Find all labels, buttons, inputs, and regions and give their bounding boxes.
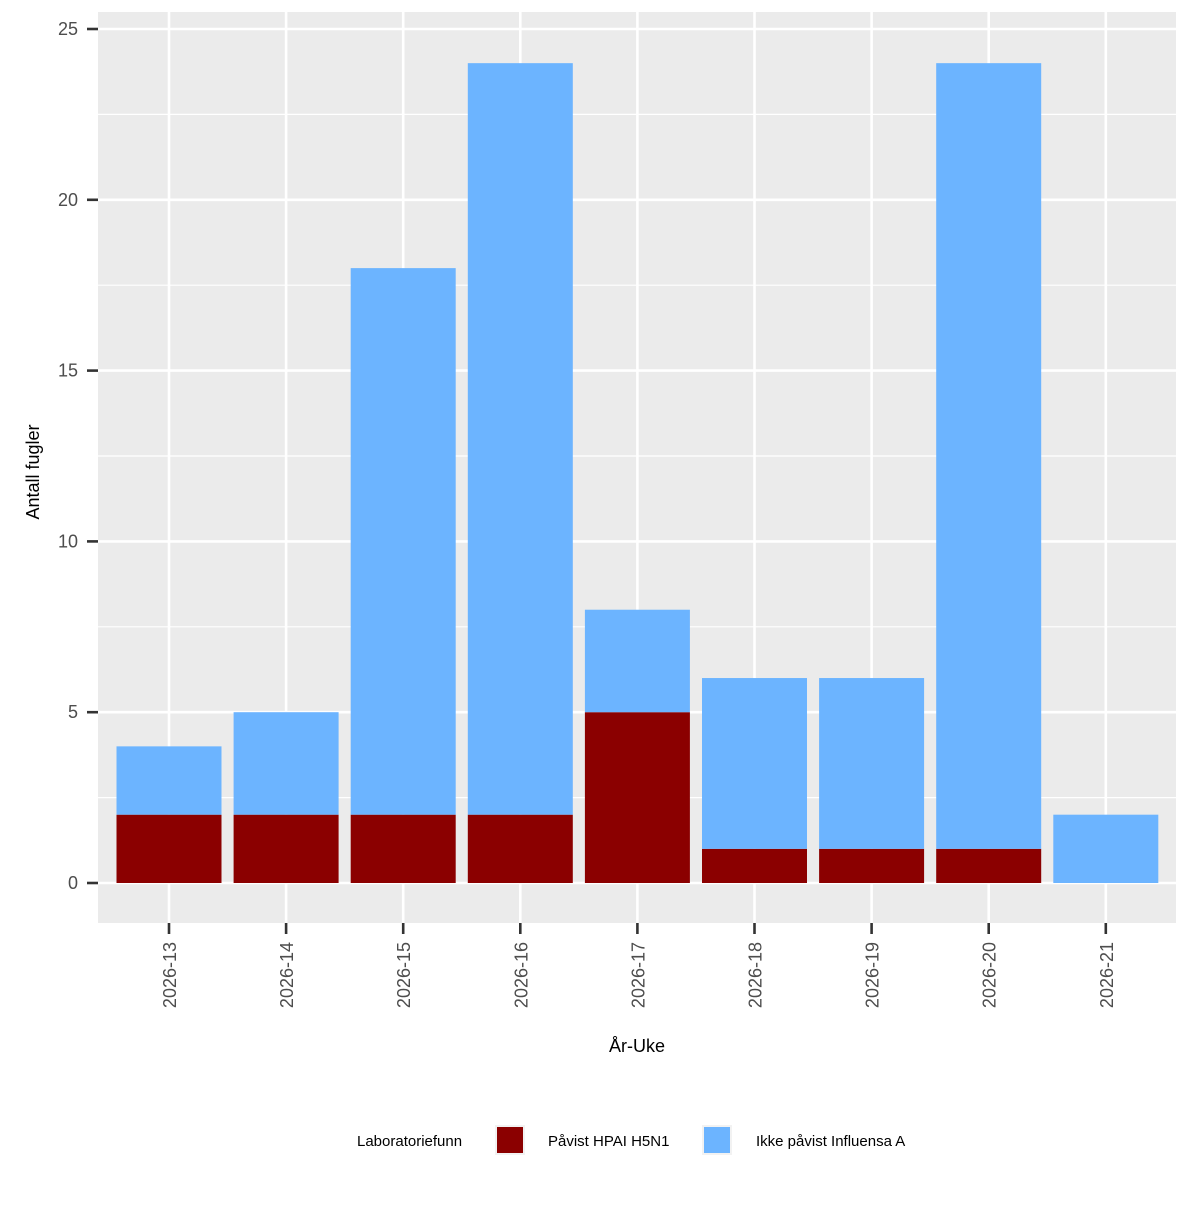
x-tick-label: 2026-14 xyxy=(277,942,297,1008)
bar-segment-ikke-pavist xyxy=(116,746,222,815)
bar-segment-hpai xyxy=(702,848,807,883)
x-axis-title: År-Uke xyxy=(609,1036,665,1056)
bar-segment-hpai xyxy=(116,814,222,883)
y-tick-label: 5 xyxy=(68,702,78,722)
legend: Laboratoriefunn Påvist HPAI H5N1 Ikke på… xyxy=(357,1125,905,1155)
bar-segment-hpai xyxy=(936,848,1042,883)
legend-label-ikke-pavist: Ikke påvist Influensa A xyxy=(756,1133,905,1150)
bar-segment-hpai xyxy=(819,848,925,883)
y-tick-label: 20 xyxy=(58,190,78,210)
y-axis-title: Antall fugler xyxy=(23,424,43,519)
x-tick-label: 2026-16 xyxy=(511,942,531,1008)
bar-segment-ikke-pavist xyxy=(702,678,807,849)
y-tick-label: 0 xyxy=(68,873,78,893)
legend-swatch-ikke-pavist xyxy=(704,1127,730,1153)
x-tick-label: 2026-18 xyxy=(746,942,766,1008)
y-tick-label: 25 xyxy=(58,19,78,39)
bar-segment-ikke-pavist xyxy=(819,678,925,849)
y-tick-label: 15 xyxy=(58,361,78,381)
x-tick-label: 2026-21 xyxy=(1097,942,1117,1008)
legend-item-hpai: Påvist HPAI H5N1 xyxy=(495,1125,669,1155)
bar-segment-hpai xyxy=(350,814,456,883)
x-tick-label: 2026-19 xyxy=(863,942,883,1008)
x-axis: 2026-13 2026-14 2026-15 2026-16 2026-17 2026-… xyxy=(160,923,1117,1008)
y-tick-label: 10 xyxy=(58,531,78,551)
legend-label-hpai: Påvist HPAI H5N1 xyxy=(548,1133,669,1150)
x-tick-label: 2026-20 xyxy=(980,942,1000,1008)
bars xyxy=(116,63,1159,883)
bar-segment-hpai xyxy=(467,814,573,883)
y-axis: 0 5 10 15 20 25 xyxy=(58,19,98,893)
bar-segment-ikke-pavist xyxy=(584,609,690,713)
bar-segment-ikke-pavist xyxy=(350,268,456,815)
bar-segment-ikke-pavist xyxy=(936,63,1042,849)
bar-segment-hpai xyxy=(233,814,339,883)
bar-segment-hpai xyxy=(584,712,690,883)
bar-segment-ikke-pavist xyxy=(1053,814,1159,883)
bar-segment-ikke-pavist xyxy=(467,63,573,815)
x-tick-label: 2026-15 xyxy=(394,942,414,1008)
x-tick-label: 2026-13 xyxy=(160,942,180,1008)
legend-swatch-hpai xyxy=(497,1127,523,1153)
bar-segment-ikke-pavist xyxy=(233,712,339,815)
x-tick-label: 2026-17 xyxy=(628,942,648,1008)
legend-title: Laboratoriefunn xyxy=(357,1133,462,1150)
legend-item-ikke-pavist: Ikke påvist Influensa A xyxy=(702,1125,905,1155)
